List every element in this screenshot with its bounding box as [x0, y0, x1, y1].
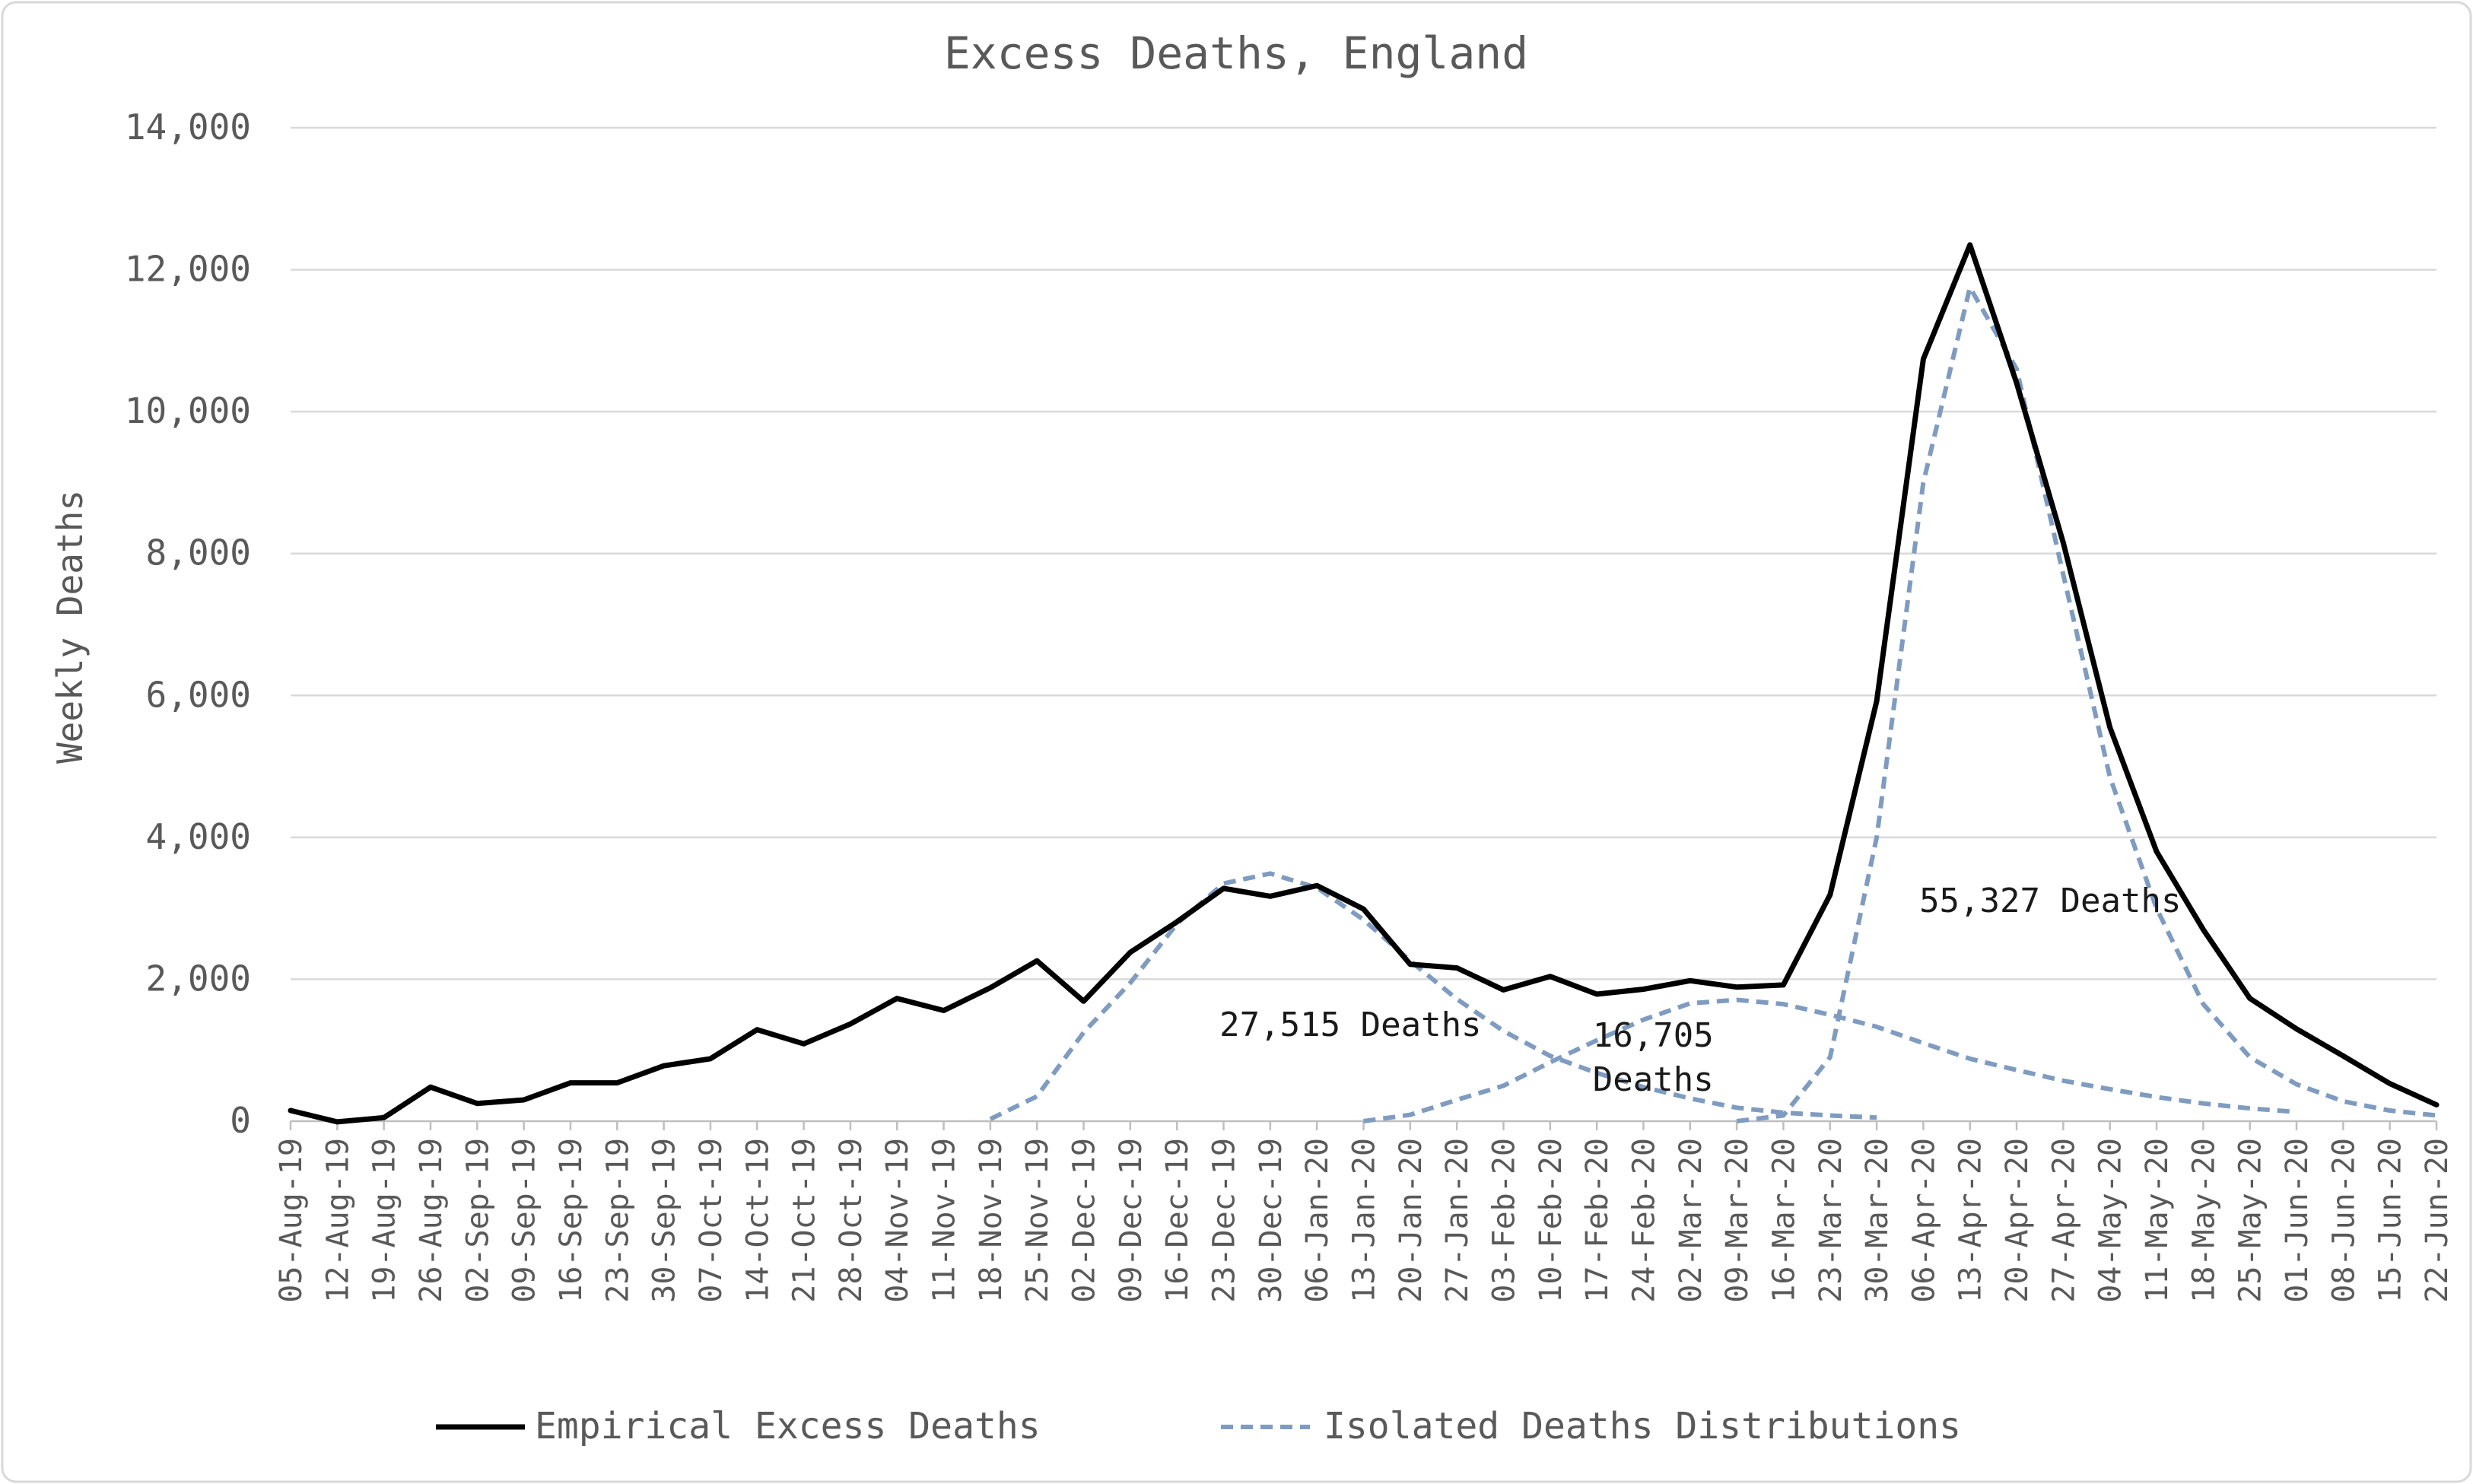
legend-label-empirical: Empirical Excess Deaths [535, 1405, 1041, 1447]
annotation-label: 55,327 Deaths [1919, 882, 2181, 920]
x-tick-label: 15-Jun-20 [2373, 1138, 2408, 1303]
x-tick-label: 18-Nov-19 [974, 1138, 1009, 1303]
x-tick-label: 02-Mar-20 [1674, 1138, 1709, 1303]
x-tick-label: 13-Apr-20 [1953, 1138, 1988, 1303]
x-tick-label: 30-Sep-19 [647, 1138, 682, 1303]
x-tick-labels: 05-Aug-19 12-Aug-19 19-Aug-19 26-Aug-19 02-S… [274, 1121, 2455, 1303]
x-tick-label: 30-Mar-20 [1860, 1138, 1895, 1303]
x-tick-label: 06-Apr-20 [1906, 1138, 1941, 1303]
x-tick-label: 19-Aug-19 [367, 1138, 402, 1303]
x-tick-label: 22-Jun-20 [2420, 1138, 2455, 1303]
x-tick-label: 11-May-20 [2140, 1138, 2175, 1303]
x-tick-label: 18-May-20 [2186, 1138, 2221, 1303]
x-tick-label: 20-Jan-20 [1394, 1138, 1429, 1303]
y-tick-label: 2,000 [146, 958, 251, 999]
x-tick-label: 30-Dec-19 [1254, 1138, 1289, 1303]
x-tick-label: 04-Nov-19 [880, 1138, 915, 1303]
x-tick-label: 11-Nov-19 [927, 1138, 962, 1303]
x-tick-label: 23-Dec-19 [1207, 1138, 1242, 1303]
x-tick-label: 23-Mar-20 [1813, 1138, 1848, 1303]
x-tick-label: 10-Feb-20 [1534, 1138, 1569, 1303]
gridlines [291, 126, 2436, 1123]
y-tick-label: 8,000 [146, 532, 251, 574]
legend-label-isolated: Isolated Deaths Distributions [1324, 1405, 1961, 1447]
x-tick-label: 12-Aug-19 [320, 1138, 355, 1303]
x-tick-label: 08-Jun-20 [2326, 1138, 2361, 1303]
y-tick-label: 6,000 [146, 674, 251, 715]
x-tick-label: 25-Nov-19 [1020, 1138, 1055, 1303]
series-line-empirical [288, 242, 2440, 1125]
annotation-label: 16,705 [1593, 1016, 1714, 1055]
series-line-isolated-1 [989, 871, 1877, 1121]
annotation-label: Deaths [1593, 1060, 1714, 1099]
x-tick-label: 17-Feb-20 [1580, 1138, 1615, 1303]
x-tick-label: 24-Feb-20 [1626, 1138, 1661, 1303]
y-tick-label: 12,000 [125, 249, 251, 290]
annotation-label: 27,515 Deaths [1219, 1006, 1481, 1044]
x-tick-label: 28-Oct-19 [834, 1138, 869, 1303]
y-tick-label: 4,000 [146, 816, 251, 857]
y-tick-label: 10,000 [125, 390, 251, 431]
x-tick-label: 16-Sep-19 [554, 1138, 589, 1303]
x-tick-label: 01-Jun-20 [2280, 1138, 2315, 1303]
x-tick-label: 09-Dec-19 [1114, 1138, 1149, 1303]
x-tick-label: 05-Aug-19 [274, 1138, 309, 1303]
x-tick-label: 26-Aug-19 [414, 1138, 449, 1303]
x-tick-label: 16-Dec-19 [1160, 1138, 1195, 1303]
legend: Empirical Excess Deaths Isolated Deaths … [436, 1405, 1961, 1447]
x-tick-label: 27-Apr-20 [2046, 1138, 2081, 1303]
x-tick-label: 23-Sep-19 [600, 1138, 635, 1303]
x-tick-label: 13-Jan-20 [1347, 1138, 1382, 1303]
series-lines [288, 242, 2440, 1125]
y-tick-label: 0 [230, 1100, 251, 1141]
annotations: 27,515 Deaths 16,705 Deaths 55,327 Deaths [1219, 882, 2181, 1099]
x-tick-label: 02-Dec-19 [1067, 1138, 1102, 1303]
x-tick-label: 09-Mar-20 [1720, 1138, 1755, 1303]
x-tick-label: 09-Sep-19 [507, 1138, 542, 1303]
x-tick-label: 06-Jan-20 [1300, 1138, 1335, 1303]
x-tick-label: 21-Oct-19 [787, 1138, 822, 1303]
y-tick-label: 14,000 [125, 106, 251, 148]
x-tick-label: 27-Jan-20 [1440, 1138, 1475, 1303]
x-tick-label: 25-May-20 [2233, 1138, 2268, 1303]
x-tick-label: 16-Mar-20 [1766, 1138, 1801, 1303]
series-line-isolated-3 [1736, 284, 2437, 1123]
y-tick-labels: 0 2,000 4,000 6,000 8,000 10,000 12,000 14,000 [125, 106, 251, 1141]
x-tick-label: 20-Apr-20 [2000, 1138, 2035, 1303]
chart-title: Excess Deaths, England [944, 27, 1528, 79]
x-tick-label: 04-May-20 [2093, 1138, 2128, 1303]
x-tick-label: 03-Feb-20 [1486, 1138, 1521, 1303]
y-axis-label: Weekly Deaths [49, 490, 91, 764]
series-line-isolated-2 [1363, 997, 2297, 1123]
x-tick-label: 02-Sep-19 [460, 1138, 495, 1303]
x-tick-label: 07-Oct-19 [694, 1138, 729, 1303]
x-tick-label: 14-Oct-19 [740, 1138, 775, 1303]
